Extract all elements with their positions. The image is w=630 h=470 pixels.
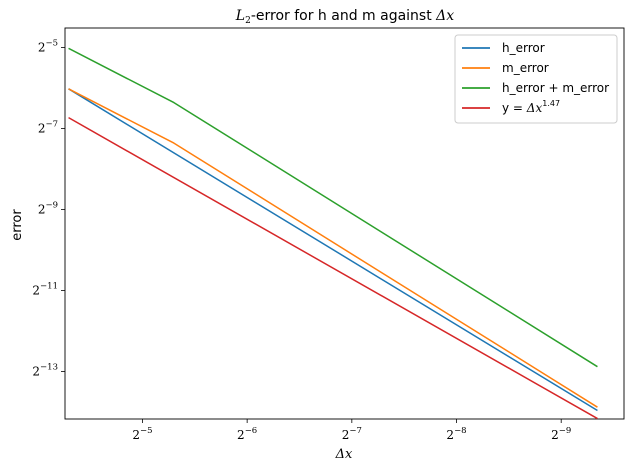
y-ticks: 2−5 2−7 2−9 2−11 2−13: [32, 38, 65, 379]
series-line-1: [68, 88, 598, 408]
x-axis-label: Δx: [335, 447, 353, 462]
series-line-0: [68, 88, 598, 412]
plot-area: [64, 27, 625, 420]
y-tick-label-1: 2−7: [38, 119, 58, 135]
legend-label-1: m_error: [502, 61, 549, 75]
y-tick-label-2: 2−9: [38, 201, 58, 217]
legend-label-2: h_error + m_error: [502, 81, 609, 95]
x-tick-label-1: 2−6: [237, 426, 257, 442]
series-line-3: [68, 116, 598, 420]
legend-label-0: h_error: [502, 41, 545, 55]
x-tick-label-2: 2−7: [342, 426, 362, 442]
legend-label-3: y = Δx1.47: [502, 99, 560, 115]
y-tick-label-3: 2−11: [32, 282, 58, 298]
y-tick-label-4: 2−13: [32, 363, 58, 379]
x-tick-label-0: 2−5: [132, 426, 152, 442]
x-tick-label-3: 2−8: [446, 426, 466, 442]
y-tick-label-0: 2−5: [38, 38, 58, 54]
x-tick-label-4: 2−9: [551, 426, 571, 442]
x-ticks: 2−5 2−6 2−7 2−8 2−9: [132, 419, 571, 442]
chart-title: L2-error for h and m against Δx: [235, 8, 454, 26]
legend-box: [454, 34, 618, 124]
y-axis-label: error: [10, 209, 25, 241]
series-line-2: [68, 47, 598, 368]
series-lines: [68, 47, 598, 420]
